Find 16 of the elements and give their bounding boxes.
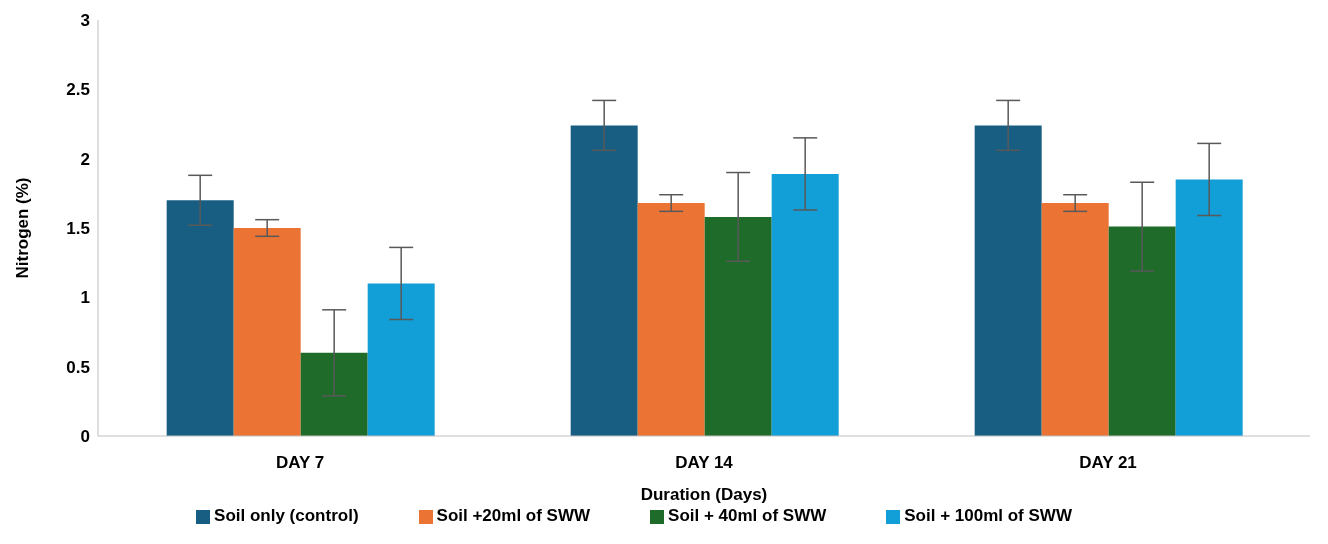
x-tick-label: DAY 14: [675, 453, 734, 473]
y-tick-label: 1: [80, 288, 90, 308]
y-tick-label: 1.5: [66, 219, 90, 239]
x-tick-label: DAY 21: [1079, 453, 1137, 473]
x-tick-label: DAY 7: [275, 453, 325, 473]
legend-label: Soil only (control): [214, 506, 359, 525]
legend-label: Soil + 100ml of SWW: [904, 506, 1072, 525]
y-tick-label: 0: [80, 427, 90, 447]
y-tick-label: 2: [80, 149, 90, 169]
x-axis-title: Duration (Days): [640, 485, 768, 504]
y-axis-title: Nitrogen (%): [13, 177, 33, 279]
legend-label: Soil +20ml of SWW: [436, 506, 591, 525]
y-tick-label: 0.5: [66, 357, 90, 377]
legend-label: Soil + 40ml of SWW: [668, 506, 827, 525]
y-tick-label: 2.5: [66, 80, 90, 100]
y-tick-label: 3: [80, 11, 90, 31]
